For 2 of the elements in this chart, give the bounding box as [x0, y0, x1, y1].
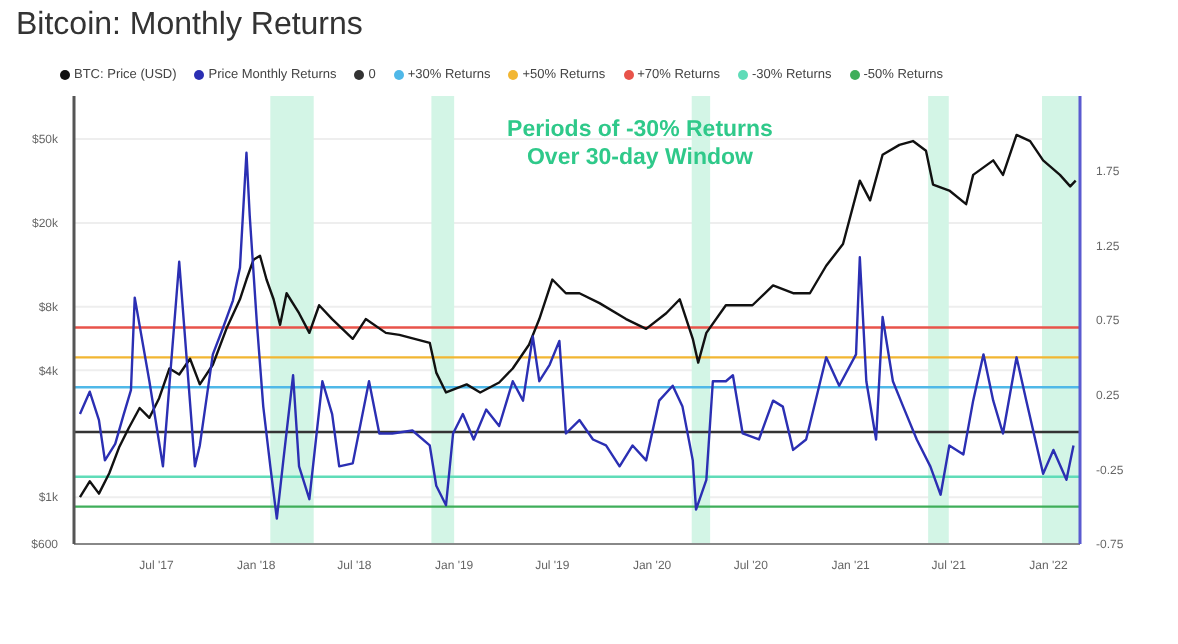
chart-title: Bitcoin: Monthly Returns	[16, 8, 363, 44]
annotation: Periods of -30% Returns Over 30-day Window	[505, 116, 775, 172]
